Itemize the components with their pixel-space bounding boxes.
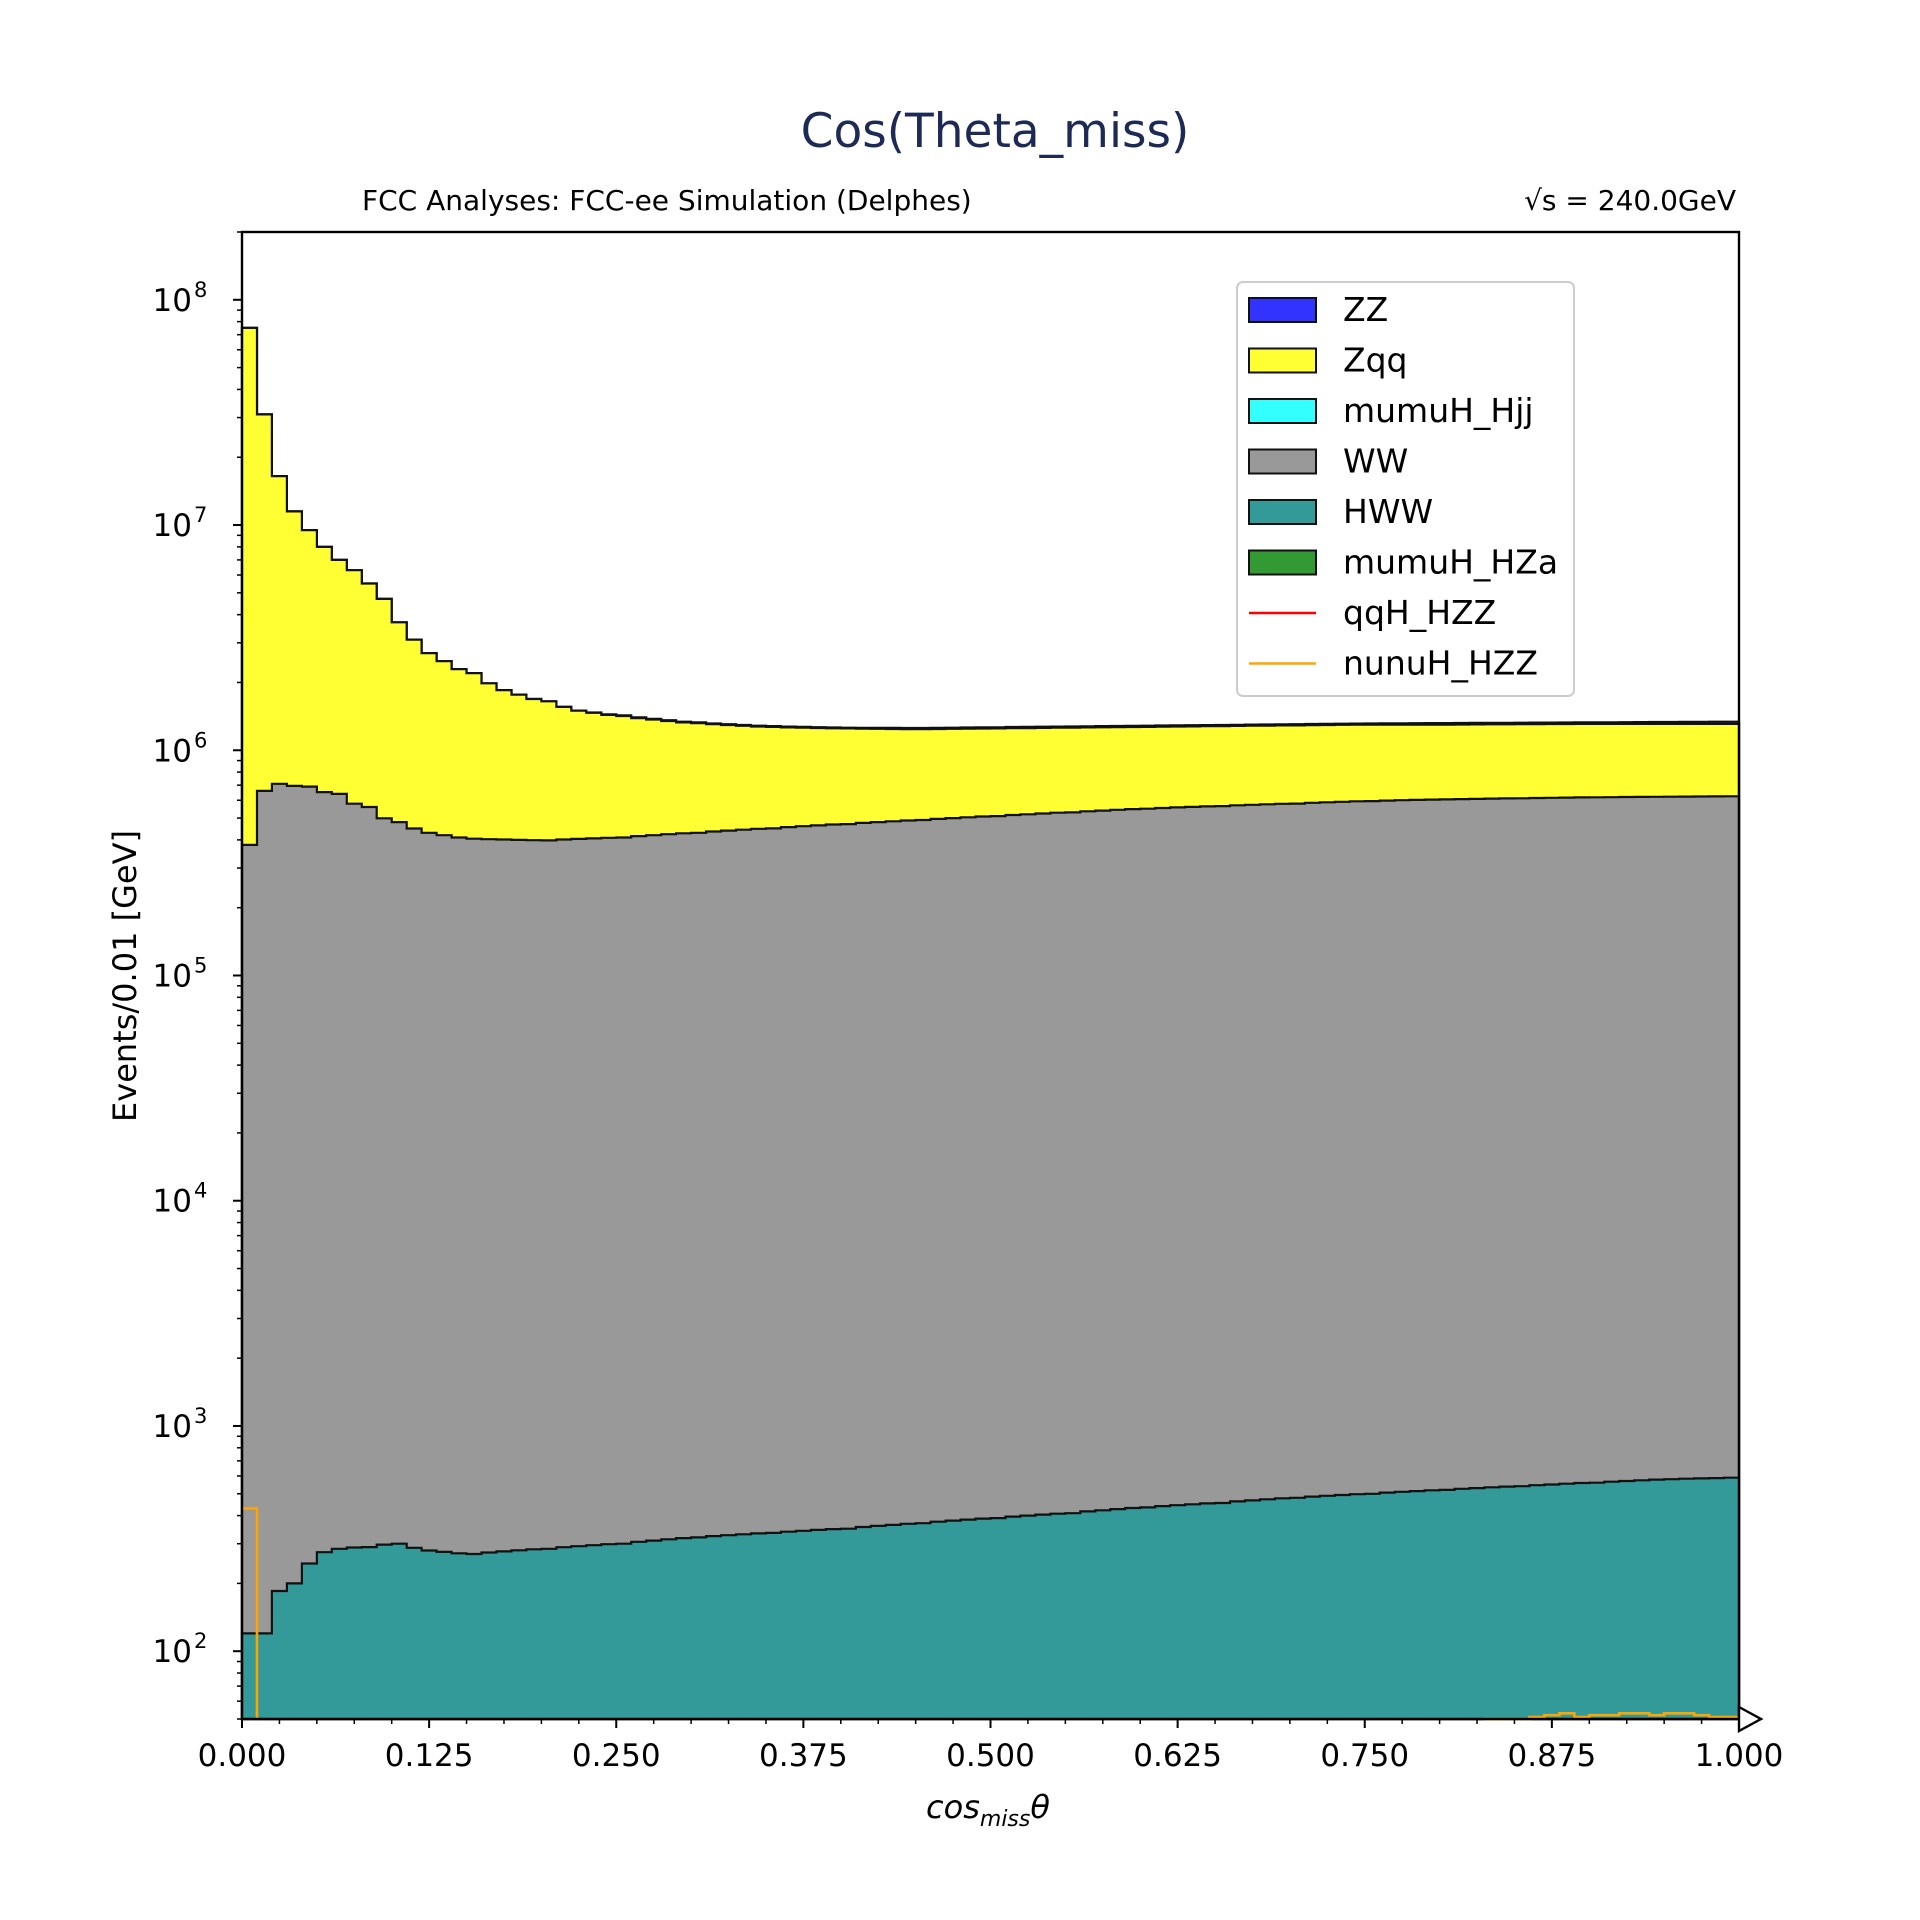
overlay-lines [242,1507,1739,1721]
legend-box [1236,281,1575,697]
series-HWW [240,1476,1741,1721]
y-tick-exponent: 6 [194,728,207,752]
y-tick-label: 10 [153,733,192,769]
x-tick-label: 1.000 [1695,1738,1784,1774]
legend-swatch-HWW [1248,499,1317,525]
legend-label-mumuH_Hjj: mumuH_Hjj [1343,391,1534,430]
series-nunuH_HZZ [242,1507,1739,1721]
y-axis-label: Events/0.01 [GeV] [106,830,144,1122]
legend-swatch-Zqq [1248,347,1317,374]
legend-label-qqH_HZZ: qqH_HZZ [1343,593,1496,632]
legend-swatch-ZZ [1248,297,1317,323]
x-tick-label: 0.125 [385,1738,474,1774]
y-tick-label: 10 [153,1634,192,1670]
y-tick-label: 10 [153,1184,192,1220]
legend-label-Zqq: Zqq [1343,341,1408,380]
chart-title: Cos(Theta_miss) [801,104,1190,159]
x-tick-label: 0.625 [1133,1738,1222,1774]
x-axis-label: cosmissθ [926,1788,1050,1832]
legend-label-WW: WW [1343,442,1408,481]
legend-swatch-mumuH_HZa [1248,549,1317,576]
y-tick-exponent: 7 [194,503,207,527]
series-WW [240,782,1741,1721]
legend-label-nunuH_HZZ: nunuH_HZZ [1343,644,1538,683]
x-tick-label: 0.750 [1320,1738,1409,1774]
stacked-fills [240,326,1741,1721]
x-axis-label-sub: miss [980,1807,1030,1832]
y-tick-label: 10 [153,283,192,319]
x-tick-label: 0.500 [946,1738,1035,1774]
x-axis: 0.000 0.125 0.250 0.375 0.500 0.625 0.750 0.875… [198,1719,1784,1774]
y-tick-exponent: 2 [194,1629,207,1653]
y-tick-label: 10 [153,508,192,544]
legend-label-ZZ: ZZ [1343,290,1388,329]
x-axis-label-main: cos [926,1788,980,1826]
x-tick-label: 0.000 [198,1738,287,1774]
overflow-arrow [1737,1704,1764,1734]
x-tick-label: 0.375 [759,1738,848,1774]
legend-label-mumuH_HZa: mumuH_HZa [1343,543,1558,582]
x-axis-label-theta: θ [1030,1788,1050,1826]
x-tick-label: 0.875 [1508,1738,1597,1774]
y-tick-exponent: 8 [194,278,207,302]
legend-label-HWW: HWW [1343,492,1433,531]
legend: ZZ Zqq mumuH_Hjj WW HWW mumuH_HZa qqH_HZZ nunuH… [1236,281,1575,697]
legend-swatch-mumuH_Hjj [1248,398,1317,424]
chart-subtitle-left: FCC Analyses: FCC-ee Simulation (Delphes… [362,184,972,217]
chart-subtitle-right: √s = 240.0GeV [1524,184,1736,217]
y-tick-exponent: 5 [194,954,207,978]
x-tick-label: 0.250 [572,1738,661,1774]
y-tick-exponent: 3 [194,1404,207,1428]
y-tick-label: 10 [153,959,192,995]
legend-swatch-WW [1248,448,1317,475]
y-tick-exponent: 4 [194,1179,207,1203]
y-tick-label: 10 [153,1409,192,1445]
